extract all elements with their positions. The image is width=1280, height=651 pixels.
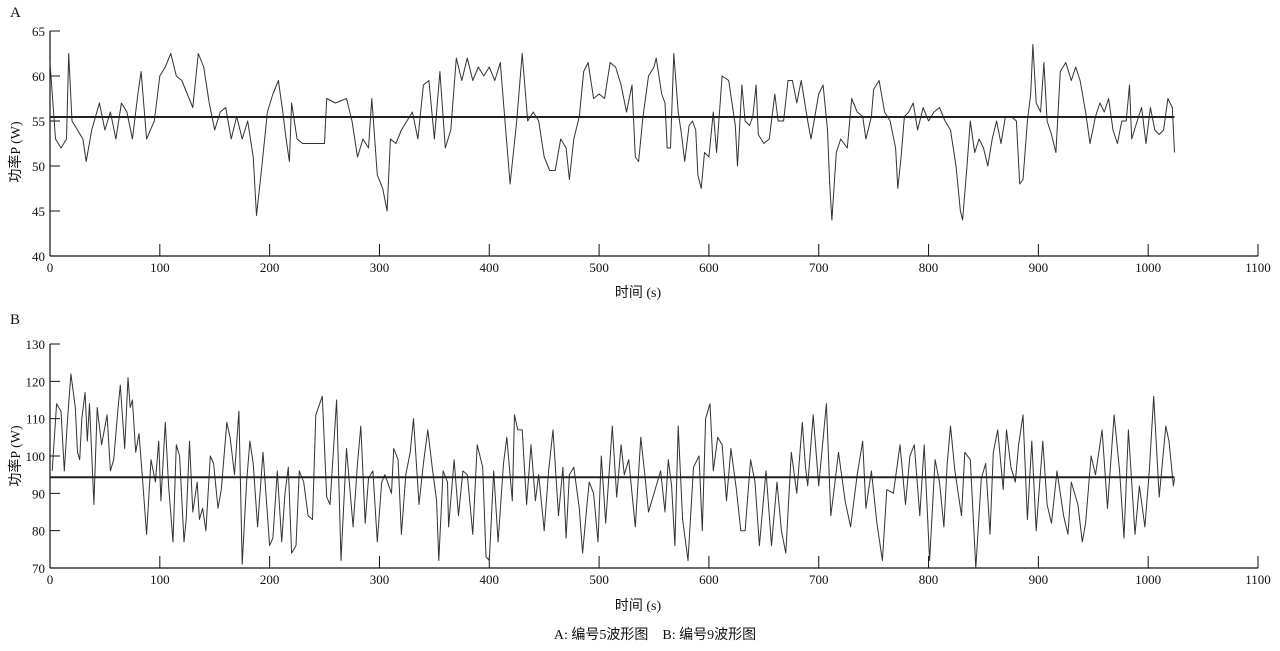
x-tick-label: 1000 (1135, 260, 1161, 275)
x-tick-label: 600 (699, 572, 719, 587)
y-axis-title-b: 功率P (W) (7, 425, 24, 487)
x-tick-label: 200 (260, 260, 280, 275)
y-tick-label: 70 (32, 561, 45, 576)
chart-b: 70 80 90 100 110 120 130 0 100 200 300 400 500 600 700… (26, 337, 1271, 587)
y-tick-label: 80 (32, 524, 45, 539)
series-line-b (51, 373, 1175, 569)
x-tick-label: 400 (480, 572, 500, 587)
x-axis-title-a: 时间 (s) (615, 285, 662, 301)
x-tick-label: 0 (47, 572, 54, 587)
x-tick-label: 500 (589, 572, 609, 587)
x-tick-label: 100 (150, 572, 170, 587)
x-tick-label: 400 (480, 260, 500, 275)
x-tick-label: 600 (699, 260, 719, 275)
y-tick-label: 45 (32, 204, 45, 219)
x-tick-label: 800 (919, 260, 939, 275)
chart-a: 40 45 50 55 60 65 0 100 200 300 400 500 600 700 800 900… (32, 24, 1271, 275)
x-tick-label: 1000 (1135, 572, 1161, 587)
x-tick-label: 700 (809, 572, 829, 587)
x-tick-label: 900 (1029, 572, 1049, 587)
figure-caption: A: 编号5波形图 B: 编号9波形图 (554, 627, 756, 643)
x-axis-title-b: 时间 (s) (615, 598, 662, 614)
y-tick-label: 120 (26, 374, 46, 389)
panel-label-a: A (10, 5, 21, 21)
y-tick-label: 130 (26, 337, 46, 352)
y-tick-label: 90 (32, 486, 45, 501)
y-tick-label: 40 (32, 249, 45, 264)
x-tick-label: 300 (370, 260, 390, 275)
y-tick-label: 65 (32, 24, 45, 39)
x-tick-label: 1100 (1245, 260, 1271, 275)
x-tick-label: 500 (589, 260, 609, 275)
panel-label-b: B (10, 312, 20, 328)
y-tick-label: 100 (26, 449, 46, 464)
y-axis-title-a: 功率P (W) (7, 121, 24, 183)
x-tick-label: 100 (150, 260, 170, 275)
y-tick-label: 50 (32, 159, 45, 174)
series-line-a (49, 44, 1175, 221)
x-tick-label: 900 (1029, 260, 1049, 275)
y-tick-label: 55 (32, 114, 45, 129)
y-tick-label: 60 (32, 69, 45, 84)
x-tick-label: 0 (47, 260, 54, 275)
x-tick-label: 300 (370, 572, 390, 587)
y-tick-label: 110 (26, 412, 45, 427)
x-tick-label: 1100 (1245, 572, 1271, 587)
x-tick-label: 200 (260, 572, 280, 587)
x-tick-label: 700 (809, 260, 829, 275)
x-tick-label: 800 (919, 572, 939, 587)
